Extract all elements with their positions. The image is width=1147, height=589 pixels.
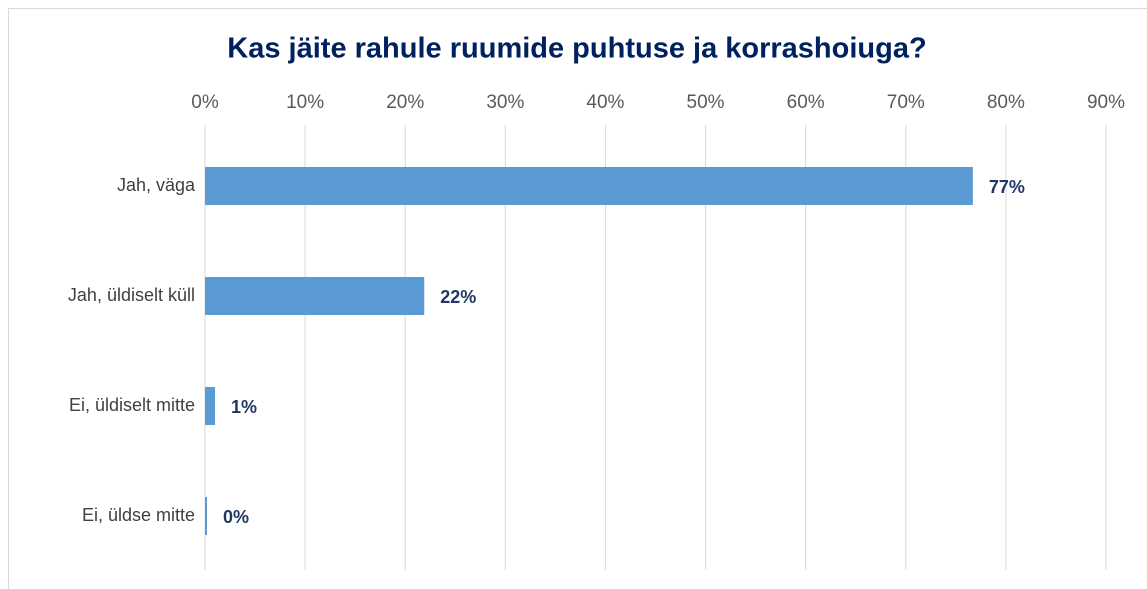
x-tick-label: 50% bbox=[687, 92, 725, 113]
bar bbox=[205, 167, 973, 205]
x-tick-label: 20% bbox=[386, 92, 424, 113]
y-tick-label: Jah, väga bbox=[117, 175, 196, 195]
x-tick-label: 10% bbox=[286, 92, 324, 113]
y-tick-label: Jah, üldiselt küll bbox=[68, 285, 195, 305]
value-label: 1% bbox=[231, 397, 257, 417]
chart-frame bbox=[8, 8, 1147, 589]
x-tick-label: 70% bbox=[887, 92, 925, 113]
chart-title: Kas jäite rahule ruumide puhtuse ja korr… bbox=[227, 33, 926, 65]
x-tick-label: 40% bbox=[586, 92, 624, 113]
x-tick-label: 30% bbox=[486, 92, 524, 113]
x-tick-label: 80% bbox=[987, 92, 1025, 113]
bar bbox=[205, 497, 208, 535]
y-tick-label: Ei, üldse mitte bbox=[82, 505, 195, 525]
x-tick-label: 0% bbox=[191, 92, 219, 113]
y-tick-label: Ei, üldiselt mitte bbox=[69, 395, 195, 415]
value-label: 22% bbox=[440, 287, 476, 307]
x-tick-label: 60% bbox=[787, 92, 825, 113]
x-tick-label: 90% bbox=[1087, 92, 1125, 113]
bar bbox=[205, 387, 216, 425]
value-label: 77% bbox=[989, 177, 1025, 197]
value-label: 0% bbox=[223, 507, 249, 527]
bar bbox=[205, 277, 425, 315]
